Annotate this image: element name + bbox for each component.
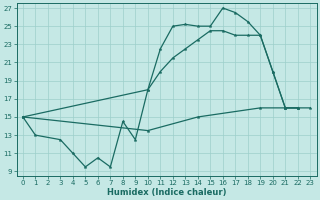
X-axis label: Humidex (Indice chaleur): Humidex (Indice chaleur) [107, 188, 226, 197]
